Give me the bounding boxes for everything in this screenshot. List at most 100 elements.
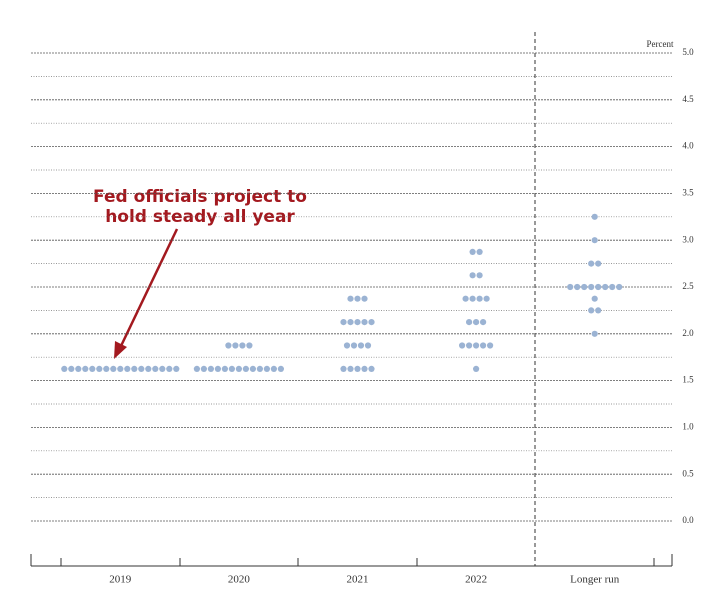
dot: [459, 342, 466, 349]
dot: [469, 295, 476, 302]
dot: [567, 283, 574, 291]
dot: [350, 342, 358, 349]
dot: [473, 319, 480, 326]
y-axis-label: Percent: [647, 39, 674, 49]
dot: [173, 365, 180, 372]
dot: [476, 295, 483, 302]
dot: [591, 295, 598, 302]
dot: [110, 365, 117, 372]
y-tick-label: 1.5: [682, 375, 694, 385]
dot: [462, 295, 469, 302]
dot: [602, 283, 609, 291]
dot: [591, 330, 598, 337]
x-tick-label: 2020: [228, 574, 251, 586]
dot: [200, 365, 207, 372]
dot: [138, 365, 145, 372]
dot: [193, 365, 200, 372]
dot: [103, 365, 110, 372]
dot: [270, 365, 277, 372]
dot: [595, 307, 602, 314]
y-tick-label: 2.5: [682, 281, 694, 291]
x-tick-label: 2019: [109, 574, 132, 586]
dot: [588, 283, 595, 291]
dot: [347, 295, 354, 302]
y-tick-label: 3.0: [682, 234, 694, 244]
dot: [207, 365, 214, 372]
dot: [368, 319, 375, 326]
dot: [609, 283, 616, 291]
dot: [124, 365, 131, 372]
dot: [473, 342, 480, 349]
annotation: hold steady all year: [105, 207, 295, 227]
dot: [368, 365, 375, 372]
dot: [232, 342, 239, 349]
dot: [616, 283, 623, 291]
dot: [595, 283, 602, 291]
dot: [591, 237, 598, 244]
y-tick-label: 3.5: [682, 187, 694, 197]
dot: [214, 365, 221, 372]
dot: [166, 365, 173, 372]
dot: [473, 365, 480, 372]
dot: [68, 365, 75, 372]
dot: [591, 213, 598, 220]
dot: [357, 342, 365, 349]
dot: [574, 283, 581, 291]
dot: [246, 342, 253, 349]
dot: [117, 365, 124, 372]
dot: [82, 365, 89, 372]
y-tick-label: 5.0: [682, 47, 694, 57]
x-tick-label: 2021: [347, 574, 369, 586]
dot: [476, 272, 483, 279]
dot: [487, 342, 494, 349]
dot: [354, 295, 361, 302]
dot: [145, 365, 152, 372]
dot: [340, 319, 347, 326]
dot: [235, 365, 242, 372]
dot: [228, 365, 235, 372]
dot: [347, 365, 354, 372]
y-tick-label: 0.0: [682, 515, 694, 525]
dot: [340, 365, 347, 372]
y-tick-label: 4.5: [682, 94, 694, 104]
y-tick-label: 2.0: [682, 328, 694, 338]
dot: [466, 342, 473, 349]
dot: [242, 365, 249, 372]
y-tick-label: 0.5: [682, 468, 694, 478]
dot: [89, 365, 96, 372]
dot: [480, 319, 487, 326]
dot: [476, 248, 483, 255]
x-tick-label: 2022: [465, 574, 487, 586]
dot: [221, 365, 228, 372]
dot: [354, 365, 361, 372]
dot: [61, 365, 68, 372]
dot: [225, 342, 232, 349]
dot: [581, 283, 588, 291]
dot: [354, 319, 361, 326]
dot: [96, 365, 103, 372]
dot: [588, 307, 595, 314]
dot: [256, 365, 263, 372]
dot: [361, 295, 368, 302]
annotation: Fed officials project to: [93, 187, 307, 207]
dot: [466, 319, 473, 326]
dot: [343, 342, 351, 349]
dot: [483, 295, 490, 302]
y-tick-label: 4.0: [682, 141, 694, 151]
annotation-arrow: [119, 228, 179, 347]
dot: [588, 260, 595, 267]
dot: [239, 342, 246, 349]
x-tick-label: Longer run: [570, 574, 620, 586]
dot: [263, 365, 270, 372]
dot: [469, 272, 476, 279]
dot: [75, 365, 82, 372]
dot: [361, 365, 368, 372]
dot: [480, 342, 487, 349]
dot: [347, 319, 354, 326]
dot: [469, 248, 476, 255]
dot: [249, 365, 256, 372]
dot: [364, 342, 372, 349]
dot: [159, 365, 166, 372]
dot: [131, 365, 138, 372]
